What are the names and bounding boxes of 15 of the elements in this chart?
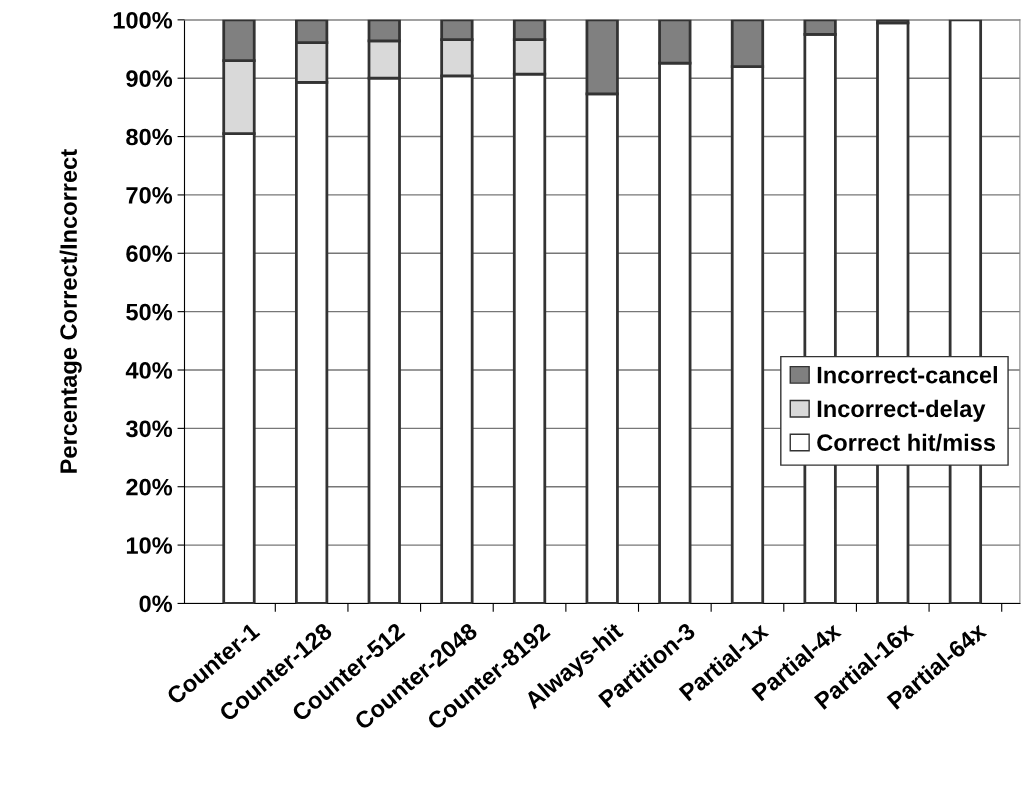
- y-tick-label: 0%: [139, 595, 173, 613]
- y-tick-label: 20%: [126, 478, 173, 496]
- y-tick-label: 80%: [126, 128, 173, 146]
- legend-label: Incorrect-delay: [817, 399, 986, 422]
- y-tick-label: 90%: [126, 70, 173, 87]
- y-tick-label: 40%: [125, 362, 173, 379]
- legend-label: Correct hit/miss: [817, 433, 996, 452]
- y-tick-label: 50%: [126, 303, 173, 321]
- y-axis-title: Percentage Correct/Incorrect: [59, 149, 82, 473]
- y-tick-label: 10%: [126, 537, 173, 554]
- y-tick-label: 60%: [126, 245, 173, 263]
- y-tick-label: 70%: [126, 187, 173, 204]
- y-tick-label: 100%: [113, 11, 173, 29]
- y-tick-label: 30%: [125, 420, 173, 438]
- legend-label: Incorrect-cancel: [817, 366, 997, 384]
